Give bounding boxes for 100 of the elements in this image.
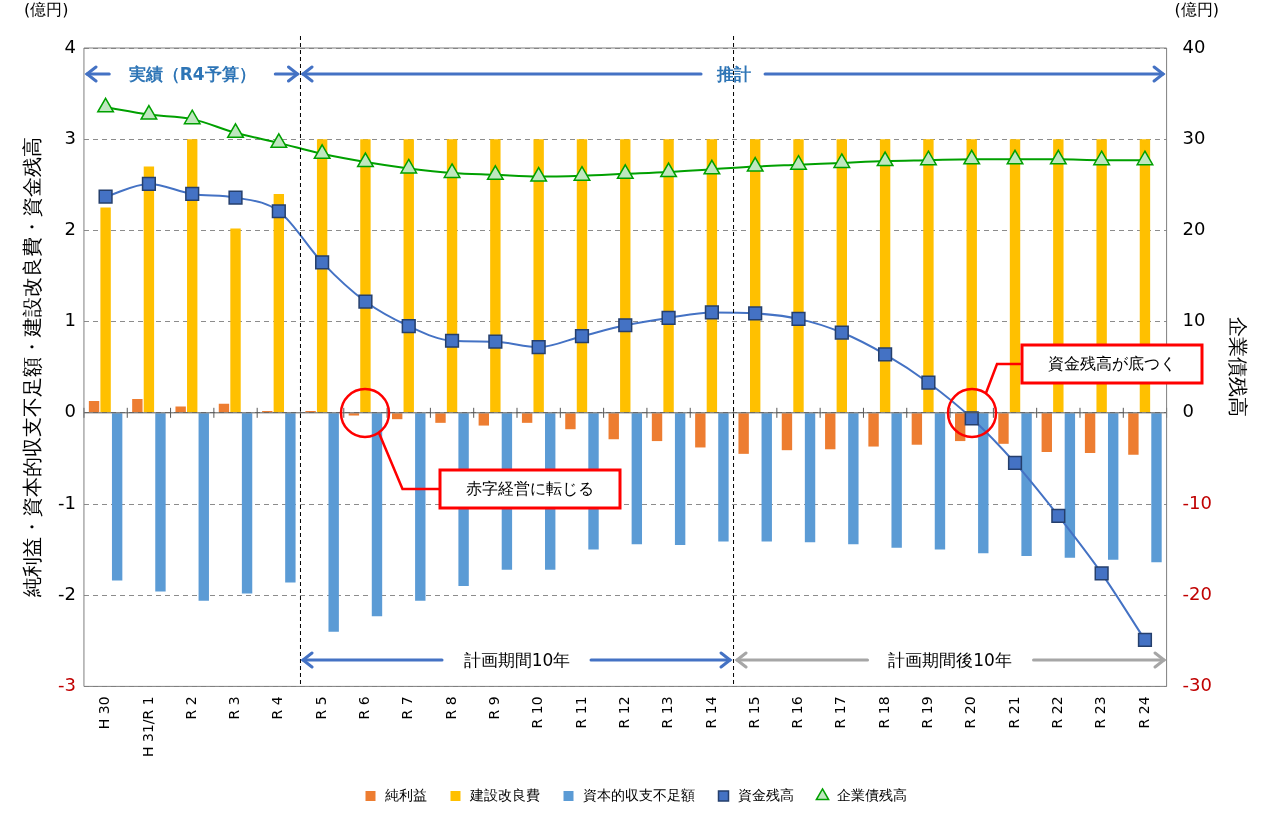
point (531, 340, 546, 355)
x-tick-label: R 13 (659, 696, 676, 729)
bar (230, 228, 241, 413)
bar (978, 413, 989, 554)
point (401, 319, 416, 334)
bar (565, 413, 576, 430)
point (444, 333, 460, 348)
point (356, 152, 374, 168)
point (703, 159, 721, 175)
legend-label: 建設改良費 (468, 786, 540, 803)
y2-tick-label: 10 (1182, 309, 1206, 331)
bar (328, 413, 339, 632)
point (443, 163, 461, 179)
x-tick-label: H 30 (96, 696, 113, 730)
text: (億円) (23, 0, 69, 21)
bar (738, 413, 749, 454)
point (1007, 455, 1023, 471)
y-tick-label: 2 (64, 218, 76, 240)
bar (868, 413, 879, 447)
point (574, 329, 590, 344)
y-tick-label: 3 (64, 126, 76, 148)
point (921, 375, 936, 390)
bar (198, 413, 209, 601)
bar (934, 413, 946, 550)
bar (1151, 413, 1162, 563)
point (140, 104, 158, 120)
bar (1084, 413, 1096, 453)
x-tick-label: R 20 (962, 696, 979, 729)
y-tick-label: -2 (57, 582, 76, 604)
point (313, 144, 331, 160)
bar (348, 413, 360, 416)
bar (1064, 413, 1076, 558)
point (228, 190, 243, 205)
bar (392, 413, 403, 420)
x-tick-label: R 23 (1092, 696, 1109, 729)
legend-label: 企業債残高 (836, 786, 907, 803)
point (618, 318, 633, 333)
point (616, 164, 634, 180)
bar (100, 207, 111, 413)
y-tick-label: 4 (64, 35, 76, 57)
point (1049, 149, 1067, 165)
y2-axis-title: 企業債残高 (1225, 317, 1250, 418)
point (271, 204, 286, 219)
y2-tick-label: 30 (1182, 126, 1206, 148)
y2-tick-label: 40 (1182, 35, 1206, 57)
x-tick-label: H 31/R 1 (139, 696, 156, 757)
x-tick-label: R 19 (919, 696, 936, 729)
legend-label: 資金残高 (737, 786, 794, 803)
bar (1128, 413, 1139, 455)
point (876, 151, 894, 167)
bar (848, 413, 859, 545)
bar (490, 139, 501, 413)
point (878, 347, 893, 362)
point (660, 162, 678, 178)
bar (891, 413, 902, 548)
x-tick-label: R 4 (269, 696, 286, 720)
bar (371, 413, 383, 617)
y2-tick-label: -20 (1182, 582, 1213, 604)
legend-label: 資本的収支不足額 (582, 786, 695, 803)
bar (781, 413, 793, 451)
bar (718, 413, 729, 542)
point (1051, 508, 1066, 523)
bar (111, 413, 123, 581)
bar (631, 413, 643, 545)
point (400, 158, 418, 174)
x-tick-label: R 24 (1135, 696, 1152, 729)
bar (285, 413, 296, 583)
bar (1021, 413, 1032, 556)
x-tick-label: R 8 (442, 696, 459, 720)
point (748, 306, 763, 321)
bar (761, 413, 772, 542)
bar (143, 166, 155, 413)
point (315, 255, 330, 270)
x-tick-label: R 15 (745, 696, 762, 729)
bar (923, 139, 934, 413)
annotation: 推計 (715, 63, 752, 86)
bar (804, 413, 816, 543)
point (919, 150, 937, 166)
annotation: 計画期間後10年 (887, 649, 1013, 673)
legend-label: 純利益 (384, 786, 427, 803)
bar (651, 413, 663, 442)
bar (608, 413, 619, 440)
point (98, 189, 113, 204)
bar (478, 413, 489, 426)
bar (273, 193, 285, 413)
x-tick-label: R 21 (1005, 696, 1022, 729)
point (1006, 149, 1024, 165)
point (486, 165, 504, 181)
x-tick-label: R 14 (702, 696, 719, 729)
bar (1009, 139, 1021, 413)
bar (1041, 413, 1052, 453)
point (488, 334, 503, 349)
bar (88, 400, 100, 413)
annotation: 実績（R4予算） (127, 63, 257, 86)
point (185, 186, 200, 202)
bar (674, 413, 686, 546)
point (746, 156, 764, 172)
bar (155, 413, 166, 592)
x-tick-label: R 5 (312, 696, 329, 720)
annotation: 赤字経営に転じる (440, 469, 621, 508)
